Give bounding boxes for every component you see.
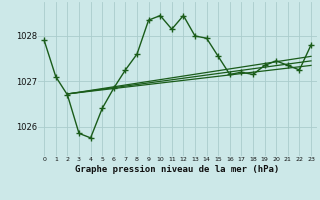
X-axis label: Graphe pression niveau de la mer (hPa): Graphe pression niveau de la mer (hPa) [76,165,280,174]
